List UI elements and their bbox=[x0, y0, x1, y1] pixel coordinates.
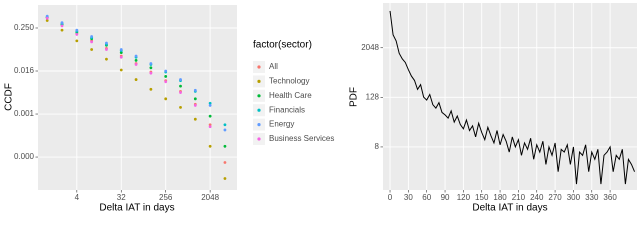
point bbox=[105, 41, 108, 45]
x-tick-label: 30 bbox=[404, 193, 413, 202]
legend-marker bbox=[257, 94, 261, 98]
y-tick-label: 8 bbox=[375, 142, 380, 151]
figure: Delta IAT in days CCDF Delta IAT in days… bbox=[4, 3, 637, 214]
x-tick-label: 300 bbox=[567, 193, 581, 202]
legend-label: Energy bbox=[269, 120, 294, 129]
point bbox=[208, 114, 212, 118]
y-tick-label: 0.250 bbox=[14, 23, 35, 32]
point bbox=[105, 48, 108, 51]
panel bbox=[38, 5, 237, 190]
x-tick-label: 32 bbox=[117, 193, 126, 202]
y-axis-title: PDF bbox=[349, 87, 360, 107]
point bbox=[164, 75, 168, 78]
y-tick-label: 0.000 bbox=[14, 152, 35, 161]
x-tick-label: 240 bbox=[530, 193, 544, 202]
point bbox=[208, 144, 212, 148]
line bbox=[389, 10, 636, 185]
point bbox=[119, 51, 123, 55]
point bbox=[149, 71, 153, 75]
point bbox=[223, 128, 227, 132]
point bbox=[45, 19, 49, 22]
y-tick-label: 0.016 bbox=[14, 66, 35, 75]
point bbox=[119, 55, 123, 59]
x-axis-title: Delta IAT in days bbox=[99, 203, 174, 214]
x-tick-label: 60 bbox=[422, 193, 431, 202]
point bbox=[45, 14, 49, 18]
point bbox=[164, 80, 168, 84]
legend-label: Health Care bbox=[269, 91, 312, 100]
x-tick-label: 0 bbox=[388, 193, 393, 202]
point bbox=[223, 177, 227, 180]
x-axis-title: Delta IAT in days bbox=[472, 203, 547, 214]
x-tick-label: 2048 bbox=[201, 193, 219, 202]
point bbox=[149, 62, 153, 65]
point bbox=[179, 91, 182, 94]
point bbox=[149, 66, 153, 70]
point bbox=[164, 97, 168, 101]
point bbox=[223, 161, 227, 164]
point bbox=[134, 63, 138, 66]
point bbox=[208, 101, 212, 105]
x-tick-label: 90 bbox=[441, 193, 450, 202]
point bbox=[223, 144, 227, 148]
point bbox=[105, 57, 108, 61]
point bbox=[179, 78, 182, 81]
x-tick-label: 330 bbox=[585, 193, 599, 202]
legend-marker bbox=[257, 79, 261, 83]
point bbox=[134, 54, 138, 58]
point bbox=[60, 28, 64, 32]
point bbox=[193, 117, 197, 121]
legend-label: All bbox=[269, 62, 278, 71]
legend-marker bbox=[257, 123, 261, 127]
x-tick-label: 360 bbox=[603, 193, 617, 202]
point bbox=[208, 123, 212, 127]
point bbox=[60, 24, 64, 28]
point bbox=[75, 28, 79, 32]
point bbox=[75, 39, 79, 43]
point bbox=[179, 105, 182, 109]
point bbox=[208, 125, 212, 129]
x-tick-label: 120 bbox=[457, 193, 471, 202]
point bbox=[193, 104, 197, 107]
y-axis-title: CCDF bbox=[4, 83, 15, 111]
x-tick-label: 150 bbox=[475, 193, 489, 202]
x-tick-label: 270 bbox=[548, 193, 562, 202]
legend-marker bbox=[257, 108, 261, 112]
point bbox=[179, 84, 182, 88]
legend-label: Business Services bbox=[269, 134, 334, 143]
x-tick-label: 256 bbox=[159, 193, 173, 202]
point bbox=[119, 68, 123, 72]
x-tick-label: 4 bbox=[75, 193, 80, 202]
y-tick-label: 128 bbox=[366, 92, 380, 101]
point bbox=[119, 48, 123, 51]
point bbox=[164, 69, 168, 73]
point bbox=[134, 78, 138, 81]
point bbox=[193, 97, 197, 101]
point bbox=[45, 16, 49, 20]
legend-marker bbox=[257, 137, 261, 141]
x-tick-label: 180 bbox=[493, 193, 507, 202]
point bbox=[134, 58, 138, 62]
legend-marker bbox=[257, 65, 261, 69]
legend-label: Financials bbox=[269, 105, 305, 114]
point bbox=[208, 104, 212, 107]
point bbox=[90, 48, 94, 51]
point bbox=[90, 40, 94, 44]
legend-label: Technology bbox=[269, 77, 309, 86]
point bbox=[193, 88, 197, 92]
y-tick-label: 2048 bbox=[361, 43, 379, 52]
point bbox=[75, 33, 79, 36]
point bbox=[223, 123, 227, 127]
legend-title: factor(sector) bbox=[253, 40, 312, 51]
point bbox=[90, 35, 94, 38]
point bbox=[60, 21, 64, 24]
y-tick-label: 0.001 bbox=[14, 109, 35, 118]
x-tick-label: 210 bbox=[512, 193, 526, 202]
point bbox=[149, 87, 153, 91]
